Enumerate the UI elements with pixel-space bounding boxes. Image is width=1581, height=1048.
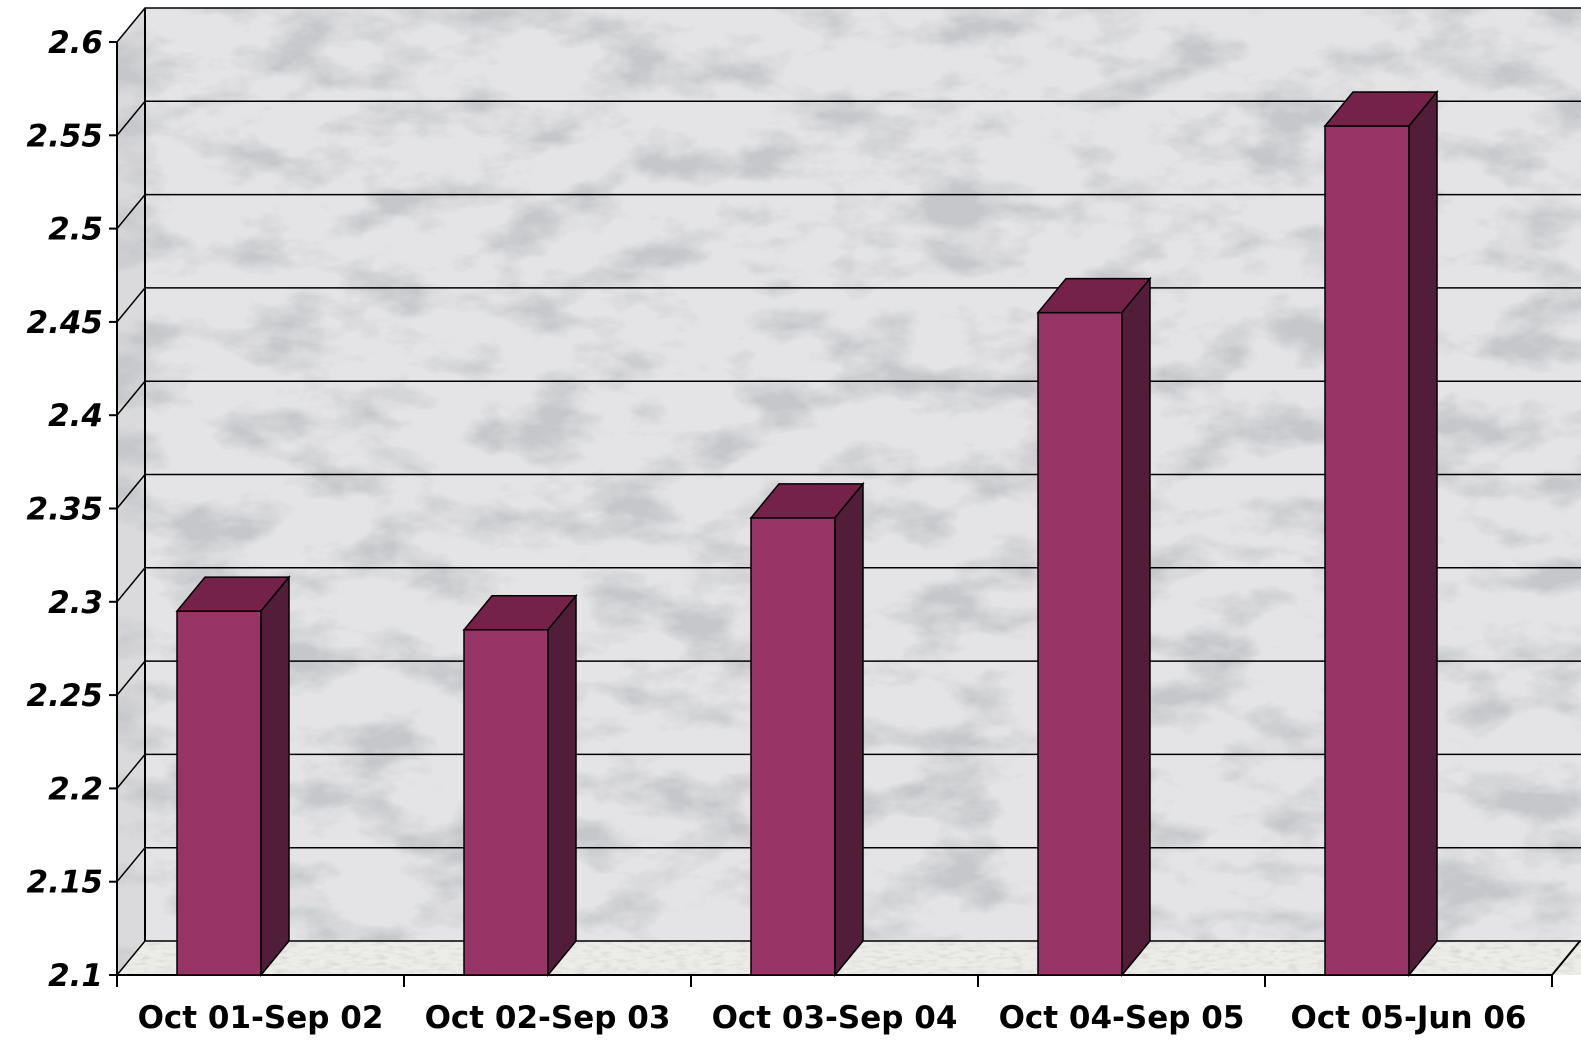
x-tick-label: Oct 01-Sep 02	[138, 1000, 384, 1036]
bar	[1036, 276, 1152, 978]
y-tick-label: 2.25	[27, 678, 104, 714]
x-tick-label: Oct 04-Sep 05	[999, 1000, 1245, 1036]
bar-front	[750, 517, 836, 976]
y-tick-label: 2.15	[27, 865, 104, 901]
y-tick-label: 2.6	[48, 25, 103, 61]
x-tick-label: Oct 02-Sep 03	[425, 1000, 671, 1036]
bar	[175, 575, 291, 978]
bar	[1323, 89, 1439, 978]
bar	[749, 481, 865, 978]
y-tick-label: 2.3	[48, 585, 103, 621]
bar-side	[834, 481, 864, 978]
bar	[462, 593, 578, 978]
bar-side	[260, 575, 290, 978]
y-tick-label: 2.35	[27, 492, 104, 528]
bar-side	[1408, 89, 1438, 978]
y-tick-label: 2.2	[48, 771, 103, 807]
bar-front	[463, 629, 549, 976]
floor-edge	[1551, 940, 1581, 976]
x-axis-tick-labels: Oct 01-Sep 02 Oct 02-Sep 03 Oct 03-Sep 04 O…	[138, 1000, 1527, 1036]
x-tick-label: Oct 05-Jun 06	[1291, 1000, 1527, 1036]
y-tick-label: 2.45	[27, 305, 104, 341]
y-tick-label: 2.4	[48, 398, 103, 434]
bar-front	[1037, 311, 1123, 976]
y-tick-label: 2.1	[48, 958, 103, 994]
bar-front	[176, 610, 262, 976]
y-axis-tick-labels: 2.6 2.55 2.5 2.45 2.4 2.35 2.3 2.25 2.2 2.15 2.1	[27, 25, 104, 994]
y-tick-label: 2.55	[27, 118, 104, 154]
bar-side	[547, 593, 577, 978]
x-tick-label: Oct 03-Sep 04	[712, 1000, 958, 1036]
bar-side	[1121, 276, 1151, 978]
y-tick-label: 2.5	[48, 212, 103, 248]
bar-front	[1324, 125, 1410, 976]
bars	[175, 89, 1439, 978]
